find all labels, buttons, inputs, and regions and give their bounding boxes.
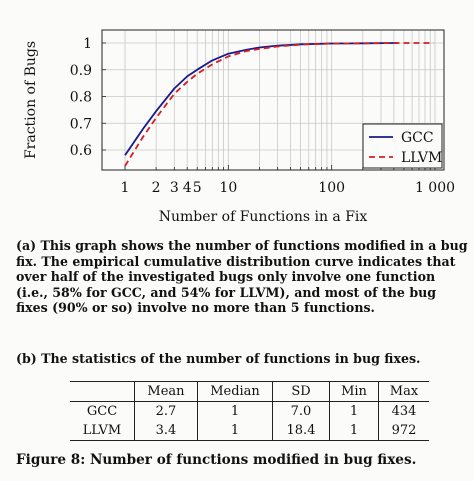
subfigure-a-caption: (a) This graph shows the number of funct… bbox=[16, 238, 468, 315]
table-cell: 1 bbox=[197, 421, 273, 441]
table-cell: GCC bbox=[86, 404, 118, 419]
legend-box bbox=[362, 123, 443, 169]
table-cell: 1 bbox=[329, 401, 379, 421]
plot-frame bbox=[101, 29, 445, 171]
y-tick-label: 1 bbox=[83, 36, 92, 52]
table-cell: 2.7 bbox=[134, 401, 198, 421]
series-lines bbox=[124, 42, 434, 167]
chart-legend: GCC LLVM bbox=[362, 123, 443, 169]
table-row: GCC 2.7 1 7.0 1 434 bbox=[70, 401, 429, 421]
table-header-row: Mean Median SD Min Max bbox=[70, 381, 429, 402]
statistics-table: Mean Median SD Min Max GCC 2.7 1 7.0 1 4… bbox=[70, 381, 429, 441]
series-line-llvm bbox=[124, 42, 434, 167]
table-header-cell: SD bbox=[272, 381, 330, 402]
x-tick-label: 3 bbox=[170, 180, 179, 196]
table-cell: 7.0 bbox=[272, 401, 330, 421]
table-cell: 18.4 bbox=[272, 421, 330, 441]
y-tick-label: 0.8 bbox=[70, 90, 92, 106]
table-header-cell: Mean bbox=[134, 381, 198, 402]
y-axis-label: Fraction of Bugs bbox=[23, 41, 39, 159]
legend-label-gcc: GCC bbox=[401, 130, 434, 146]
y-tick-label: 0.6 bbox=[70, 143, 92, 159]
legend-label-llvm: LLVM bbox=[401, 150, 442, 166]
table-cell: 972 bbox=[378, 421, 429, 441]
table-row: LLVM 3.4 1 18.4 1 972 bbox=[70, 421, 429, 441]
x-tick-label: 10 bbox=[219, 180, 237, 196]
table-cell: 3.4 bbox=[134, 421, 198, 441]
table-cell: 1 bbox=[329, 421, 379, 441]
y-tick-label: 0.9 bbox=[70, 63, 92, 79]
figure-caption: Figure 8: Number of functions modified i… bbox=[16, 452, 417, 468]
series-line-gcc bbox=[124, 42, 398, 156]
table-header-cell: Max bbox=[378, 381, 429, 402]
subfigure-b-caption: (b) The statistics of the number of func… bbox=[16, 351, 421, 366]
cdf-chart: 1 2 3 4 5 10 100 1 000 0.6 0.7 0.8 0.9 1 GCC LLVM Num… bbox=[23, 29, 455, 225]
table-header-cell: Median bbox=[197, 381, 273, 402]
y-tick-label: 0.7 bbox=[70, 116, 92, 132]
table-cell: LLVM bbox=[82, 423, 122, 438]
axis-ticks: 1 2 3 4 5 10 100 1 000 0.6 0.7 0.8 0.9 1 bbox=[70, 36, 455, 196]
x-tick-label: 5 bbox=[193, 180, 202, 196]
x-axis-label: Number of Functions in a Fix bbox=[159, 209, 368, 225]
x-tick-label: 1 000 bbox=[415, 180, 455, 196]
x-tick-label: 4 bbox=[183, 180, 192, 196]
table-cell: 1 bbox=[197, 401, 273, 421]
x-tick-label: 100 bbox=[318, 180, 345, 196]
table-header-cell: Min bbox=[329, 381, 379, 402]
table-header-cell bbox=[70, 382, 135, 402]
table-cell: 434 bbox=[378, 401, 429, 421]
x-tick-label: 2 bbox=[152, 180, 161, 196]
x-tick-label: 1 bbox=[121, 180, 130, 196]
